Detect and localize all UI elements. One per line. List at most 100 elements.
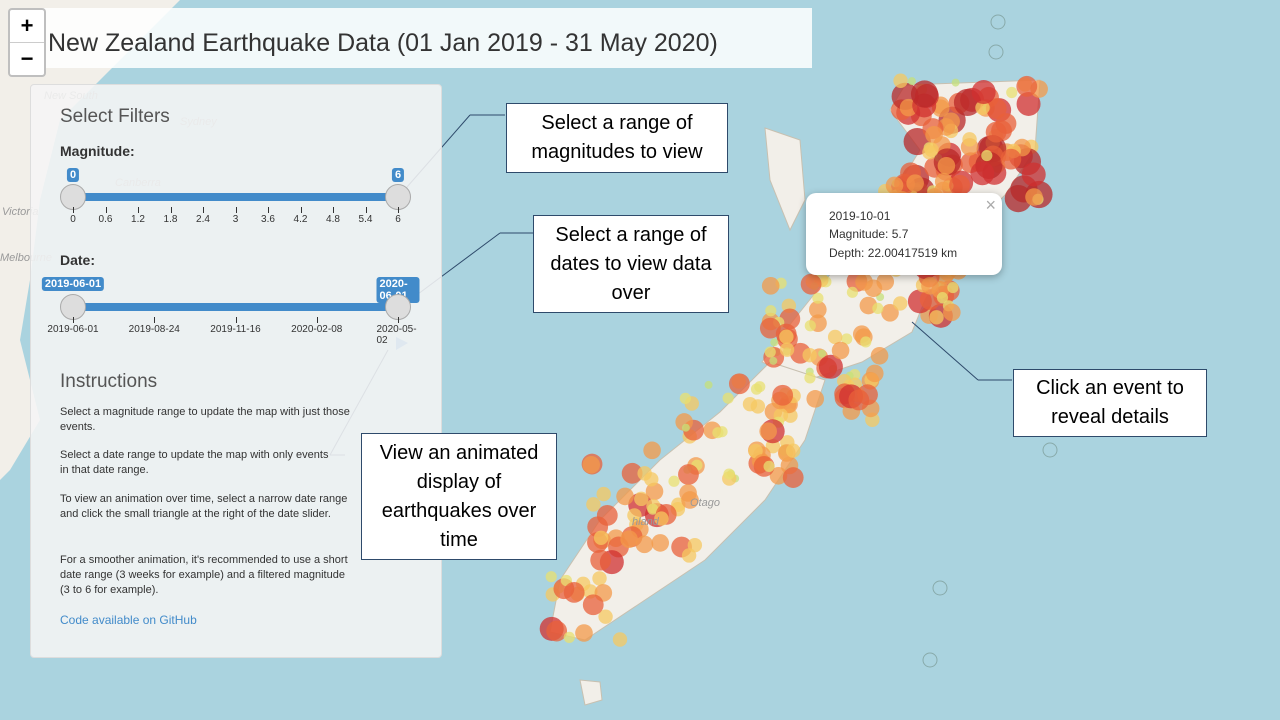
earthquake-dot[interactable]	[934, 172, 953, 191]
earthquake-dot[interactable]	[893, 73, 908, 88]
earthquake-dot[interactable]	[593, 530, 609, 546]
earthquake-dot[interactable]	[818, 354, 843, 379]
earthquake-dot[interactable]	[681, 423, 690, 432]
earthquake-dot[interactable]	[971, 80, 996, 105]
earthquake-dot[interactable]	[802, 347, 817, 363]
earthquake-dot[interactable]	[907, 77, 916, 86]
earthquake-dot[interactable]	[806, 390, 825, 408]
earthquake-dot[interactable]	[723, 468, 735, 480]
earthquake-dot[interactable]	[1016, 91, 1041, 116]
zoom-out[interactable]: −	[20, 46, 34, 71]
earthquake-dot[interactable]	[981, 149, 993, 162]
zoom-in[interactable]: +	[10, 10, 44, 43]
earthquake-dot[interactable]	[925, 125, 943, 144]
magnitude-min-handle[interactable]	[60, 184, 86, 210]
earthquake-dot[interactable]	[865, 364, 884, 383]
earthquake-dot[interactable]	[951, 78, 960, 87]
date-min-handle[interactable]	[60, 294, 86, 320]
earthquake-dot[interactable]	[621, 462, 643, 484]
earthquake-dot[interactable]	[620, 530, 638, 548]
earthquake-dot[interactable]	[1006, 86, 1018, 99]
earthquake-dot[interactable]	[885, 176, 904, 195]
earthquake-dot[interactable]	[772, 384, 794, 406]
earthquake-dot[interactable]	[728, 373, 750, 395]
earthquake-dot[interactable]	[668, 475, 680, 487]
earthquake-dot[interactable]	[769, 356, 778, 365]
earthquake-dot[interactable]	[800, 273, 822, 295]
earthquake-dot[interactable]	[779, 342, 795, 357]
earthquake-dot[interactable]	[722, 392, 734, 404]
earthquake-dot[interactable]	[1025, 188, 1043, 206]
earthquake-dot[interactable]	[647, 503, 659, 515]
earthquake-dot[interactable]	[855, 273, 873, 291]
earthquake-dot[interactable]	[929, 310, 944, 325]
earthquake-dot[interactable]	[634, 491, 649, 507]
earthquake-dot[interactable]	[924, 142, 939, 157]
earthquake-dot[interactable]	[770, 338, 779, 347]
earthquake-dot[interactable]	[575, 624, 593, 642]
earthquake-dot[interactable]	[1004, 184, 1032, 213]
earthquake-dot[interactable]	[985, 98, 1007, 119]
earthquake-dot[interactable]	[704, 380, 713, 389]
earthquake-dot[interactable]	[678, 464, 699, 485]
earthquake-dot[interactable]	[1016, 75, 1038, 97]
earthquake-dot[interactable]	[804, 372, 816, 384]
earthquake-dot[interactable]	[936, 292, 949, 304]
earthquake-dot[interactable]	[679, 484, 697, 502]
earthquake-dot[interactable]	[582, 594, 604, 616]
earthquake-dot[interactable]	[596, 504, 618, 526]
earthquake-dot[interactable]	[582, 456, 601, 474]
popup-close[interactable]: ×	[985, 195, 996, 215]
earthquake-dot[interactable]	[846, 286, 859, 298]
earthquake-dot[interactable]	[985, 121, 1007, 143]
earthquake-dot[interactable]	[1000, 148, 1022, 170]
earthquake-dot[interactable]	[754, 381, 766, 393]
earthquake-dot[interactable]	[881, 304, 899, 322]
earthquake-dot[interactable]	[872, 302, 884, 315]
earthquake-dot[interactable]	[645, 482, 664, 501]
earthquake-dot[interactable]	[818, 349, 827, 358]
earthquake-dot[interactable]	[654, 511, 669, 526]
earthquake-dot[interactable]	[598, 609, 613, 624]
github-link[interactable]: Code available on GitHub	[60, 613, 197, 627]
earthquake-dot[interactable]	[763, 460, 775, 473]
earthquake-dot[interactable]	[586, 497, 601, 512]
earthquake-dot[interactable]	[563, 581, 585, 603]
earthquake-dot[interactable]	[612, 632, 628, 647]
earthquake-dot[interactable]	[627, 508, 642, 523]
earthquake-dot[interactable]	[910, 80, 939, 108]
earthquake-dot[interactable]	[679, 392, 691, 404]
earthquake-dot[interactable]	[906, 174, 924, 192]
earthquake-dot[interactable]	[962, 132, 977, 147]
earthquake-dot[interactable]	[590, 549, 612, 571]
earthquake-dot[interactable]	[975, 100, 990, 115]
earthquake-dot[interactable]	[827, 329, 843, 345]
earthquake-dot[interactable]	[759, 422, 777, 441]
earthquake-dot[interactable]	[809, 300, 827, 319]
earthquake-dot[interactable]	[931, 99, 950, 118]
earthquake-dot[interactable]	[1021, 162, 1046, 187]
earthquake-dot[interactable]	[970, 161, 995, 186]
earthquake-dot[interactable]	[943, 303, 961, 322]
earthquake-dot[interactable]	[616, 487, 634, 506]
earthquake-dot[interactable]	[748, 443, 763, 459]
earthquake-dot[interactable]	[804, 320, 816, 332]
earthquake-dot[interactable]	[841, 333, 853, 345]
earthquake-dot[interactable]	[712, 427, 724, 439]
earthquake-dot[interactable]	[937, 156, 956, 175]
earthquake-dot[interactable]	[893, 296, 908, 311]
earthquake-dot[interactable]	[545, 571, 557, 583]
earthquake-dot[interactable]	[949, 174, 970, 196]
earthquake-dot[interactable]	[831, 341, 850, 360]
earthquake-dot[interactable]	[860, 336, 872, 348]
earthquake-dot[interactable]	[812, 292, 824, 304]
earthquake-dot[interactable]	[947, 281, 959, 294]
earthquake-dot[interactable]	[761, 277, 780, 295]
earthquake-dot[interactable]	[651, 534, 670, 552]
earthquake-dot[interactable]	[785, 443, 801, 458]
earthquake-dot[interactable]	[563, 631, 575, 643]
earthquake-dot[interactable]	[764, 346, 776, 358]
earthquake-dot[interactable]	[782, 467, 804, 488]
earthquake-dot[interactable]	[857, 384, 878, 406]
earthquake-dot[interactable]	[765, 305, 777, 317]
